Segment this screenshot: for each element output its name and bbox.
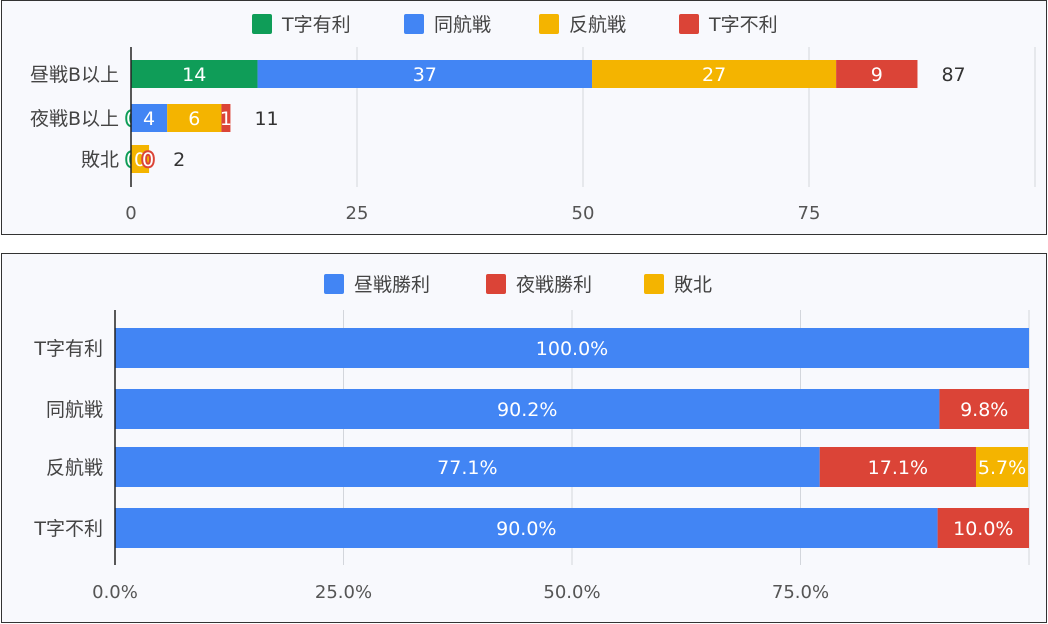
bar-value-label: 5.7% — [978, 457, 1026, 479]
category-label: T字有利 — [33, 338, 103, 360]
category-label: 反航戦 — [46, 457, 103, 479]
bar-segment — [939, 389, 1029, 429]
category-label: 敗北 — [81, 149, 119, 171]
bar-value-label: 27 — [702, 64, 726, 86]
bar-value-label: 0 — [134, 149, 146, 171]
legend-label: 昼戦勝利 — [354, 274, 430, 296]
category-label: T字不利 — [33, 518, 103, 540]
legend-swatch — [644, 274, 664, 294]
bar-segment — [131, 104, 168, 132]
bar-segment — [115, 447, 820, 487]
bar-value-label: 90.0% — [496, 518, 556, 540]
bar-segment — [115, 328, 1029, 368]
category-label: 夜戦B以上 — [30, 108, 119, 130]
x-tick-label: 0 — [125, 203, 136, 224]
bar-segment — [819, 447, 976, 487]
bar-value-label: 0 — [142, 149, 154, 171]
legend-label: T字有利 — [281, 14, 351, 36]
legend-swatch — [679, 14, 699, 34]
legend-label: T字不利 — [708, 14, 778, 36]
x-tick-label: 50.0% — [543, 582, 600, 603]
x-tick-label: 25.0% — [315, 582, 372, 603]
x-tick-label: 25 — [346, 203, 369, 224]
legend-swatch — [486, 274, 506, 294]
bar-value-label: 6 — [188, 108, 200, 130]
bar-value-label: 1 — [220, 108, 232, 130]
bar-value-label: 9 — [871, 64, 883, 86]
bar-segment — [115, 508, 938, 548]
bar-segment — [592, 60, 837, 88]
x-tick-label: 75 — [798, 203, 821, 224]
bar-segment — [836, 60, 918, 88]
legend-label: 反航戦 — [569, 14, 626, 36]
bar-segment — [221, 104, 231, 132]
stacked-bar-chart-percent: 昼戦勝利 夜戦勝利 敗北 0.0% 25.0% 50.0% 75.0% T字有利 100.0% 同… — [33, 274, 1030, 603]
legend-swatch — [324, 274, 344, 294]
bar-value-label: 37 — [413, 64, 437, 86]
bar-value-label: 90.2% — [497, 399, 557, 421]
legend-swatch — [539, 14, 559, 34]
bar-segment — [257, 60, 593, 88]
category-label: 昼戦B以上 — [30, 64, 119, 86]
bar-value-label: 17.1% — [868, 457, 928, 479]
legend-swatch — [252, 14, 272, 34]
bar-segment — [975, 447, 1029, 487]
bar-value-label: 77.1% — [437, 457, 497, 479]
legend-swatch — [404, 14, 424, 34]
legend-label: 同航戦 — [434, 14, 491, 36]
chart-panel-top: T字有利 同航戦 反航戦 T字不利 0 25 50 75 昼戦B以上 14 37 27 9 87 夜戦B以上… — [1, 0, 1047, 235]
bar-value-label: 14 — [182, 64, 206, 86]
x-tick-label: 75.0% — [772, 582, 829, 603]
bar-value-label: 10.0% — [953, 518, 1013, 540]
legend-label: 敗北 — [674, 274, 712, 296]
bar-value-label: 100.0% — [536, 338, 608, 360]
bar-value-label: 9.8% — [960, 399, 1008, 421]
bar-segment — [131, 60, 258, 88]
legend-label: 夜戦勝利 — [516, 274, 592, 296]
bar-value-label: 4 — [143, 108, 155, 130]
x-tick-label: 50 — [572, 203, 595, 224]
total-label: 11 — [254, 108, 278, 130]
total-label: 2 — [173, 149, 185, 171]
bar-segment — [167, 104, 222, 132]
total-label: 87 — [941, 64, 965, 86]
bar-segment — [115, 389, 940, 429]
chart-panel-bottom: 昼戦勝利 夜戦勝利 敗北 0.0% 25.0% 50.0% 75.0% T字有利 100.0% 同… — [1, 253, 1047, 623]
x-tick-label: 0.0% — [92, 582, 138, 603]
category-label: 同航戦 — [46, 399, 103, 421]
bar-segment — [131, 145, 150, 173]
bar-segment — [937, 508, 1029, 548]
